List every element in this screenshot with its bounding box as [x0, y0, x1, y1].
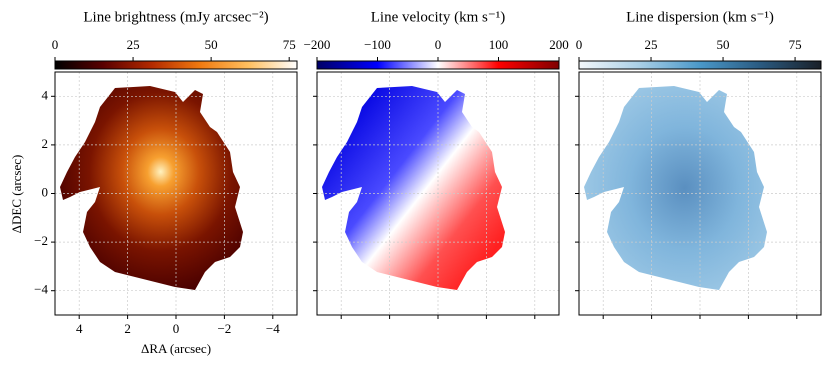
- x-tick-label: −4: [266, 321, 280, 336]
- colorbar-tick-label: 0: [435, 37, 442, 52]
- colorbar-tick-label: 100: [489, 37, 509, 52]
- y-tick-label: 2: [42, 136, 49, 151]
- panel-title: Line brightness (mJy arcsec⁻²): [83, 9, 268, 25]
- colorbar-tick-label: 25: [127, 37, 140, 52]
- axes-frame: [316, 71, 560, 316]
- x-tick-label: 2: [124, 321, 131, 336]
- colorbar-tick-label: 0: [576, 37, 583, 52]
- colorbar: [316, 60, 560, 70]
- x-axis-label: ΔRA (arcsec): [141, 341, 211, 356]
- colorbar: [578, 60, 822, 70]
- x-tick-label: 0: [173, 321, 180, 336]
- colorbar: [54, 60, 298, 70]
- colorbar-tick-label: 200: [549, 37, 569, 52]
- x-tick-label: 4: [76, 321, 83, 336]
- colorbar-tick-label: −200: [304, 37, 331, 52]
- colorbar-tick-label: 50: [205, 37, 218, 52]
- y-tick-label: −2: [34, 233, 48, 248]
- map-region: [584, 86, 767, 290]
- y-tick-label: 4: [42, 87, 49, 102]
- colorbar-tick-label: 75: [789, 37, 802, 52]
- map-region: [60, 86, 243, 290]
- y-axis-label: ΔDEC (arcsec): [9, 155, 24, 234]
- x-tick-label: −2: [217, 321, 231, 336]
- map-region: [322, 86, 505, 290]
- colorbar-tick-label: −100: [364, 37, 391, 52]
- y-tick-label: 0: [42, 184, 49, 199]
- colorbar-tick-label: 75: [283, 37, 296, 52]
- axes-frame: [54, 71, 298, 316]
- panel-title: Line dispersion (km s⁻¹): [626, 9, 774, 25]
- y-tick-label: −4: [34, 282, 48, 297]
- panel-title: Line velocity (km s⁻¹): [371, 9, 505, 25]
- colorbar-tick-label: 0: [52, 37, 59, 52]
- colorbar-tick-label: 50: [717, 37, 730, 52]
- colorbar-tick-label: 25: [645, 37, 658, 52]
- axes-frame: [578, 71, 822, 316]
